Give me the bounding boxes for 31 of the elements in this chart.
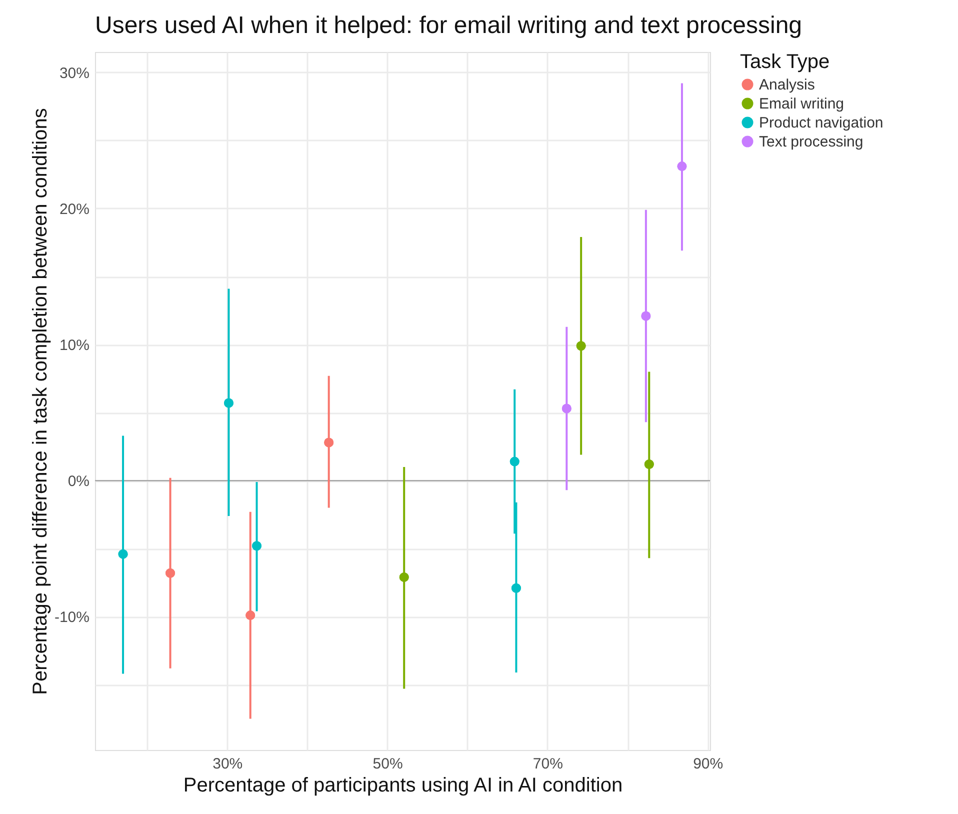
point xyxy=(324,438,334,448)
x-tick-label: 90% xyxy=(693,756,724,772)
point xyxy=(510,456,520,466)
point xyxy=(118,549,128,559)
point xyxy=(246,610,256,620)
x-tick-label: 30% xyxy=(212,756,243,772)
y-tick-label: 10% xyxy=(59,337,90,354)
legend-label: Email writing xyxy=(759,96,844,112)
y-tick-label: 30% xyxy=(59,64,90,82)
point xyxy=(511,583,521,593)
y-tick-label: -10% xyxy=(54,609,90,626)
point xyxy=(562,404,572,414)
point xyxy=(644,460,654,470)
point xyxy=(166,568,176,578)
point xyxy=(641,311,651,321)
legend-label: Analysis xyxy=(759,76,815,94)
point xyxy=(677,162,687,172)
point xyxy=(224,398,234,408)
chart-title: Users used AI when it helped: for email writing and text processing xyxy=(95,12,802,39)
point xyxy=(576,341,586,351)
y-tick-label: 20% xyxy=(59,200,90,218)
legend-label: Text processing xyxy=(759,134,864,150)
legend-title: Task Type xyxy=(740,51,830,73)
legend-label: Product navigation xyxy=(759,114,884,132)
point xyxy=(399,572,409,582)
x-axis-title: Percentage of participants using AI in AI condition xyxy=(183,774,623,796)
y-axis-title: Percentage point difference in task completion between conditions xyxy=(29,108,52,695)
x-tick-label: 50% xyxy=(372,756,403,772)
y-tick-label: 0% xyxy=(68,473,90,490)
point xyxy=(252,541,262,551)
x-tick-label: 70% xyxy=(532,756,563,772)
